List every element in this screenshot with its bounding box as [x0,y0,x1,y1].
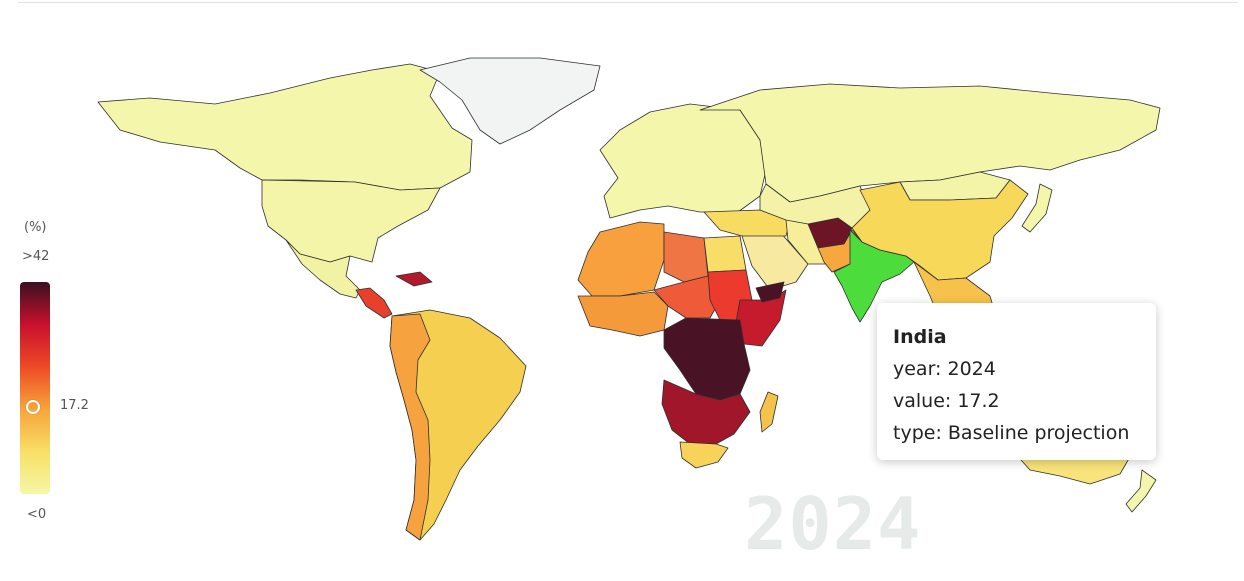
region-central-america[interactable] [355,287,393,319]
top-border [18,0,1238,3]
region-central-asia[interactable] [759,183,871,229]
region-new-zealand[interactable] [1125,469,1157,513]
region-yemen[interactable] [755,281,785,303]
region-usa[interactable] [261,179,441,263]
legend-unit: (%) [24,220,47,235]
tooltip-value: value: 17.2 [893,390,1000,412]
region-north-america[interactable] [97,63,473,191]
legend-color-scale[interactable] [20,282,50,494]
tooltip-type: type: Baseline projection [893,422,1130,444]
region-caribbean[interactable] [395,271,433,287]
country-tooltip: India year: 2024 value: 17.2 type: Basel… [877,303,1156,460]
legend-min-label: <0 [27,507,47,522]
region-southern-africa[interactable] [661,379,751,445]
legend-value-handle[interactable] [26,400,40,415]
legend-selected-value: 17.2 [60,398,89,414]
year-watermark: 2024 [744,482,922,566]
region-egypt[interactable] [703,235,747,273]
region-west-africa[interactable] [577,291,669,337]
region-north-africa[interactable] [577,221,665,297]
legend-max-label: >42 [22,249,50,264]
tooltip-year: year: 2024 [893,358,996,380]
region-libya[interactable] [663,231,709,283]
region-japan[interactable] [1021,183,1053,233]
region-south-africa[interactable] [679,441,729,469]
region-greenland[interactable] [419,57,601,145]
region-china[interactable] [851,179,1029,281]
tooltip-title: India [893,326,947,348]
region-madagascar[interactable] [759,391,779,433]
region-andes[interactable] [389,313,431,541]
region-europe[interactable] [599,103,767,219]
